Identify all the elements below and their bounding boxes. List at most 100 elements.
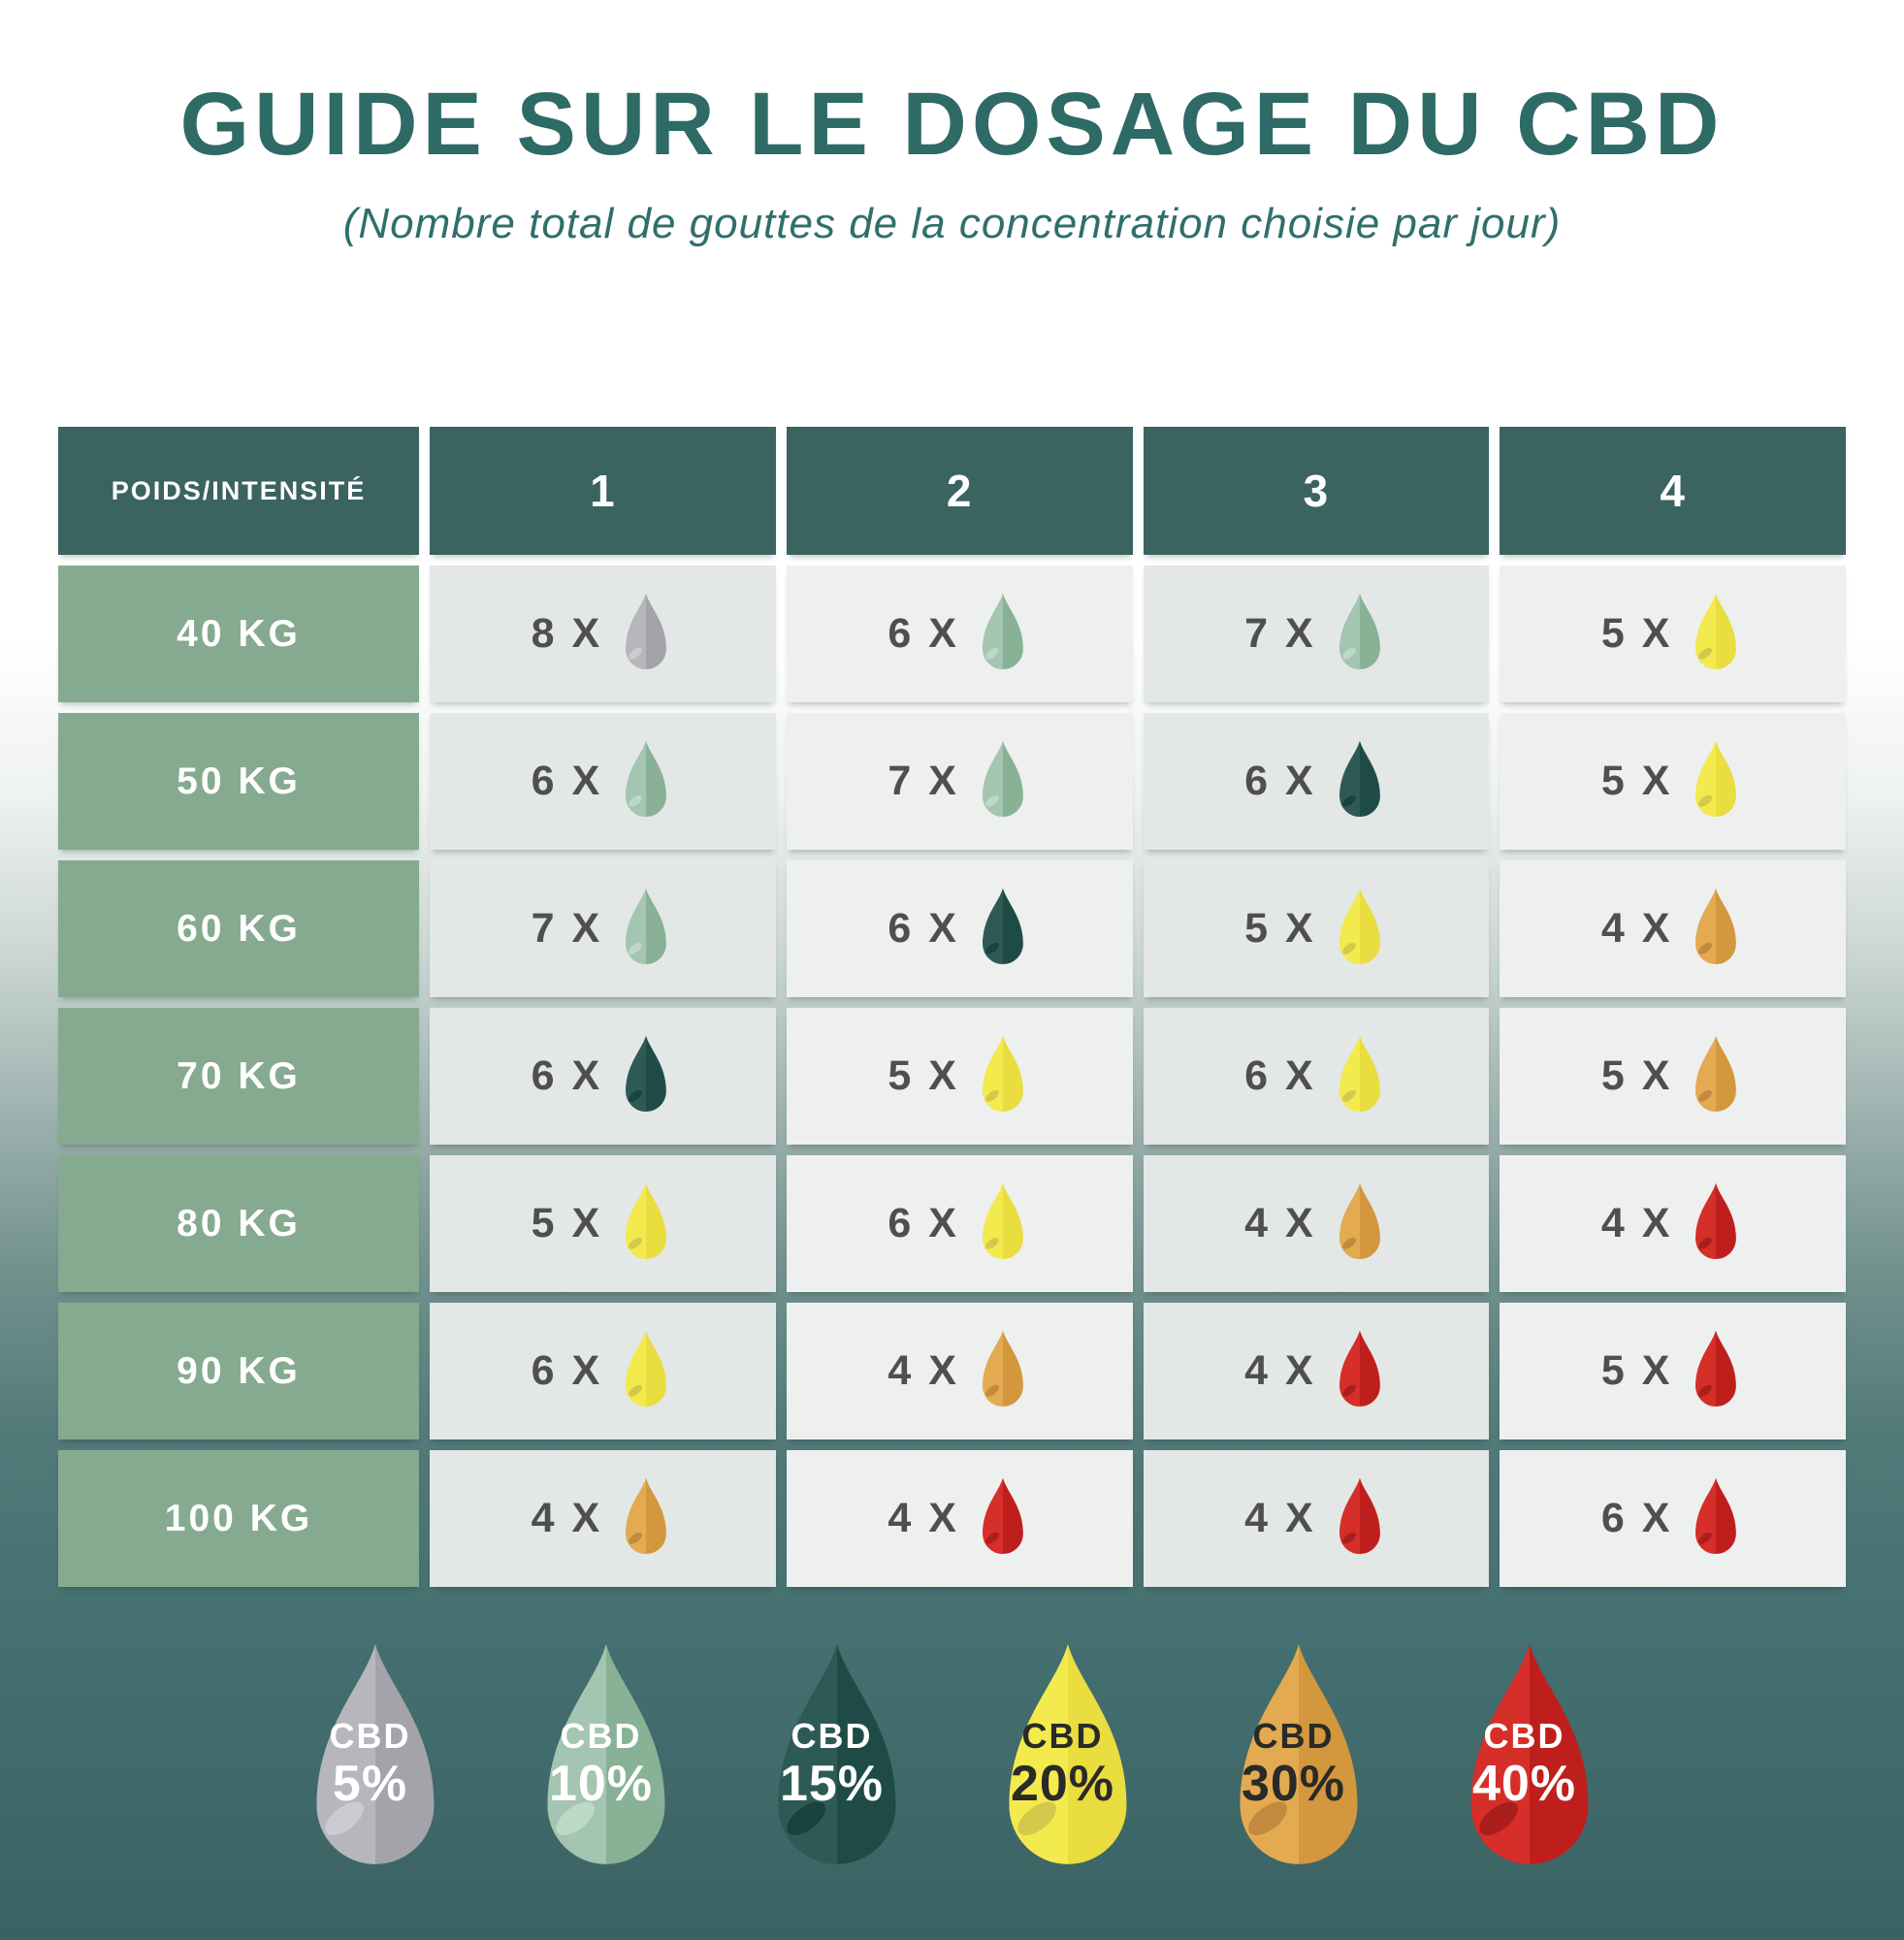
weight-cell: 50 KG [58,713,419,850]
dose-cell: 4 X [786,1303,1133,1439]
drop-icon-orange [626,1477,667,1555]
dose-count: 5 X [531,1200,603,1246]
legend-percent-label: 20% [1010,1756,1115,1813]
dose-count: 7 X [887,758,959,804]
dose-cell: 6 X [1143,713,1490,850]
header-cell-intensity-4: 4 [1500,427,1846,555]
dose-cell: 4 X [1143,1303,1490,1439]
dose-count: 5 X [1600,1347,1673,1394]
dose-cell: 5 X [1500,713,1846,850]
dose-cell: 6 X [430,1008,776,1145]
drop-icon-yellow [983,1035,1023,1113]
weight-cell: 100 KG [58,1450,419,1587]
header-cell-intensity-2: 2 [786,427,1133,555]
dose-count: 4 X [887,1495,959,1541]
dose-count: 7 X [531,905,603,952]
dose-count: 4 X [1244,1495,1316,1541]
dose-cell: 6 X [430,713,776,850]
drop-icon-orange [1240,1644,1357,1864]
weight-cell: 70 KG [58,1008,419,1145]
drop-icon-gray [626,593,667,670]
dose-cell: 4 X [1500,860,1846,997]
dose-cell: 5 X [1500,566,1846,702]
header-block: GUIDE SUR LE DOSAGE DU CBD (Nombre total… [0,78,1904,247]
dose-count: 5 X [1600,1052,1673,1099]
legend-item-cbd-15%: CBD 15% [756,1639,919,1884]
drop-icon-yellow [1695,593,1737,670]
legend-cbd-label: CBD [791,1716,873,1756]
legend-percent-label: 15% [779,1756,885,1813]
dose-count: 4 X [1600,1200,1673,1246]
legend-item-cbd-30%: CBD 30% [1217,1639,1380,1884]
dose-count: 6 X [531,1347,603,1394]
drop-icon-orange [1695,888,1737,965]
legend-text: CBD 10% [525,1716,678,1813]
dose-count: 5 X [1600,758,1673,804]
dose-count: 6 X [531,1052,603,1099]
dose-cell: 5 X [1143,860,1490,997]
drop-icon-orange [983,1330,1023,1407]
dose-count: 6 X [1244,1052,1316,1099]
dose-cell: 5 X [1500,1008,1846,1145]
drop-icon-yellow [1009,1644,1126,1864]
drop-icon-red [983,1477,1023,1555]
drop-icon-gray [316,1644,434,1864]
drop-icon-teal [626,1035,667,1113]
dose-count: 8 X [531,610,603,657]
drop-icon-green [626,740,667,818]
dose-cell: 6 X [786,860,1133,997]
drop-icon-green [983,740,1023,818]
legend-percent-label: 5% [332,1756,408,1813]
weight-cell: 60 KG [58,860,419,997]
drop-icon-green [1339,593,1380,670]
concentration-legend: CBD 5% CBD 10% CBD 15% CBD 20% [0,1639,1904,1884]
dose-cell: 5 X [1500,1303,1846,1439]
dose-count: 5 X [1600,610,1673,657]
dose-cell: 6 X [1500,1450,1846,1587]
drop-icon-yellow [626,1182,667,1260]
dose-count: 6 X [1244,758,1316,804]
legend-cbd-label: CBD [1483,1716,1565,1756]
dose-cell: 6 X [786,1155,1133,1292]
dose-count: 4 X [531,1495,603,1541]
dose-count: 6 X [531,758,603,804]
weight-cell: 80 KG [58,1155,419,1292]
dose-count: 7 X [1244,610,1316,657]
legend-text: CBD 40% [1448,1716,1601,1813]
dose-count: 4 X [887,1347,959,1394]
drop-icon-yellow [626,1330,667,1407]
drop-icon-orange [1695,1035,1737,1113]
weight-cell: 40 KG [58,566,419,702]
legend-cbd-label: CBD [1021,1716,1104,1756]
legend-cbd-label: CBD [329,1716,411,1756]
drop-icon-teal [1339,740,1380,818]
dose-count: 4 X [1600,905,1673,952]
drop-icon-red [1695,1182,1737,1260]
legend-percent-label: 10% [548,1756,654,1813]
legend-text: CBD 20% [986,1716,1140,1813]
drop-icon-red [1470,1644,1588,1864]
drop-icon-green [547,1644,664,1864]
dose-count: 6 X [887,610,959,657]
dose-count: 4 X [1244,1347,1316,1394]
header-cell-intensity-3: 3 [1143,427,1490,555]
dose-count: 6 X [1600,1495,1673,1541]
page-title: GUIDE SUR LE DOSAGE DU CBD [179,75,1725,174]
dose-count: 5 X [887,1052,959,1099]
legend-cbd-label: CBD [1252,1716,1335,1756]
legend-item-cbd-20%: CBD 20% [986,1639,1149,1884]
drop-icon-red [1339,1330,1380,1407]
drop-icon-orange [1339,1182,1380,1260]
dose-count: 6 X [887,1200,959,1246]
drop-icon-red [1695,1330,1737,1407]
drop-icon-teal [778,1644,895,1864]
drop-icon-green [626,888,667,965]
legend-item-cbd-10%: CBD 10% [525,1639,688,1884]
header-cell-intensity-1: 1 [430,427,776,555]
drop-icon-red [1339,1477,1380,1555]
dose-count: 5 X [1244,905,1316,952]
dosage-table: POIDS/INTENSITÉ 1 2 3 4 40 KG 8 X 6 X 7 X 5 X… [58,427,1846,1587]
dose-cell: 7 X [786,713,1133,850]
drop-icon-yellow [1695,740,1737,818]
